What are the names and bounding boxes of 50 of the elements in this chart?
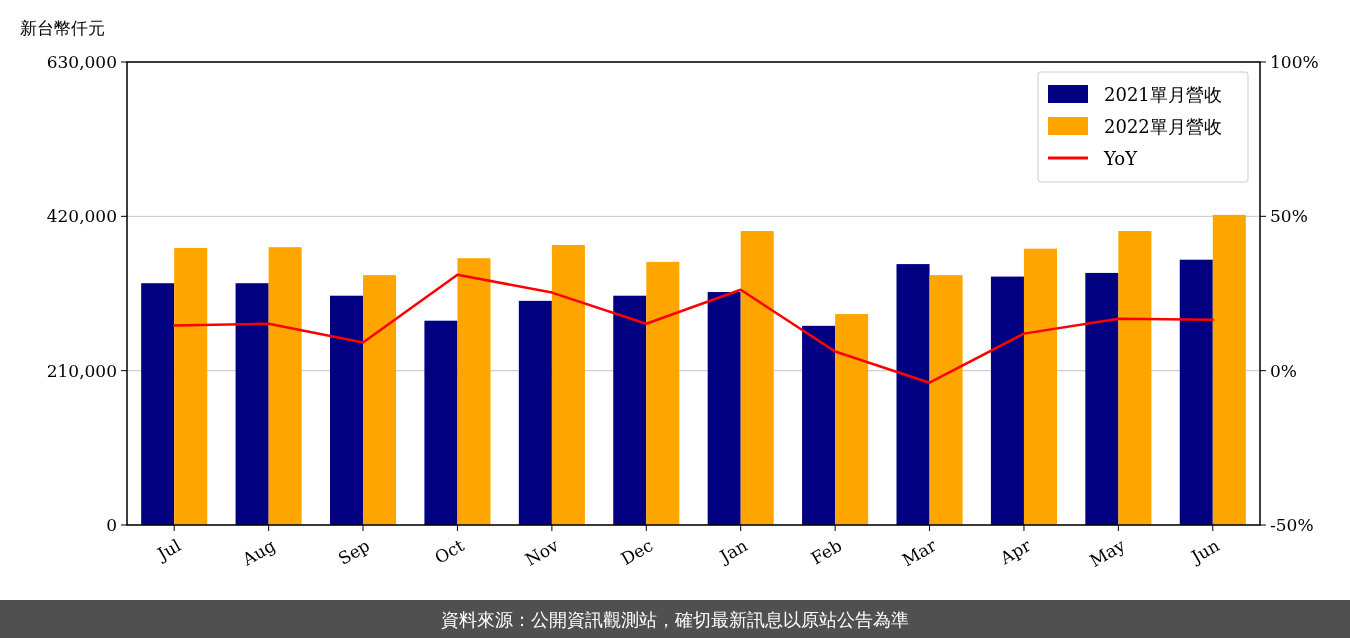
bar: [235, 283, 269, 525]
y2-tick-label: 0%: [1270, 360, 1297, 381]
bar: [363, 275, 397, 525]
y-tick-label: 210,000: [46, 360, 117, 381]
bar: [330, 295, 364, 525]
bar: [707, 292, 741, 525]
bar: [646, 261, 680, 525]
bar: [1085, 272, 1119, 525]
x-tick-label: Sep: [334, 535, 374, 569]
legend-label: 2022單月營收: [1104, 116, 1222, 137]
y2-tick-label: -50%: [1270, 515, 1314, 535]
x-tick-label: Apr: [995, 534, 1035, 569]
x-tick-label: Dec: [617, 535, 657, 570]
x-tick-label: May: [1086, 534, 1129, 572]
bar: [740, 231, 774, 525]
bar: [802, 325, 836, 525]
bar: [551, 245, 585, 525]
x-tick-label: Feb: [807, 535, 846, 569]
y2-tick-label: 50%: [1270, 206, 1308, 227]
legend-label: 2021單月營收: [1104, 84, 1222, 105]
bar: [613, 295, 647, 525]
bar: [1212, 214, 1246, 525]
source-note: 資料來源：公開資訊觀測站，確切最新訊息以原站公告為準: [441, 609, 909, 630]
bar: [268, 247, 302, 525]
bar: [457, 258, 491, 525]
bar: [424, 320, 458, 525]
y-tick-label: 0: [106, 515, 117, 535]
y-tick-label: 630,000: [46, 52, 117, 72]
x-tick-label: Oct: [431, 535, 468, 568]
y-tick-label: 420,000: [46, 206, 117, 227]
line-series: [172, 273, 1215, 384]
bar: [1118, 231, 1152, 525]
y2-tick-label: 100%: [1270, 52, 1319, 72]
x-tick-label: Aug: [238, 535, 279, 571]
bar: [990, 276, 1024, 525]
bar: [1179, 259, 1213, 525]
bar: [141, 283, 175, 525]
bar: [929, 275, 963, 525]
legend-label: YoY: [1103, 148, 1139, 169]
x-tick-label: Jun: [1186, 535, 1223, 568]
y-axis-title: 新台幣仟元: [20, 18, 105, 38]
x-tick-label: Mar: [898, 534, 941, 571]
x-tick-label: Jul: [152, 535, 185, 566]
bar: [896, 264, 930, 525]
x-tick-label: Nov: [521, 534, 563, 570]
bar: [518, 300, 552, 525]
bar: [1023, 248, 1058, 525]
x-tick-label: Jan: [714, 535, 751, 568]
bar: [174, 247, 208, 525]
bar: [835, 314, 869, 525]
